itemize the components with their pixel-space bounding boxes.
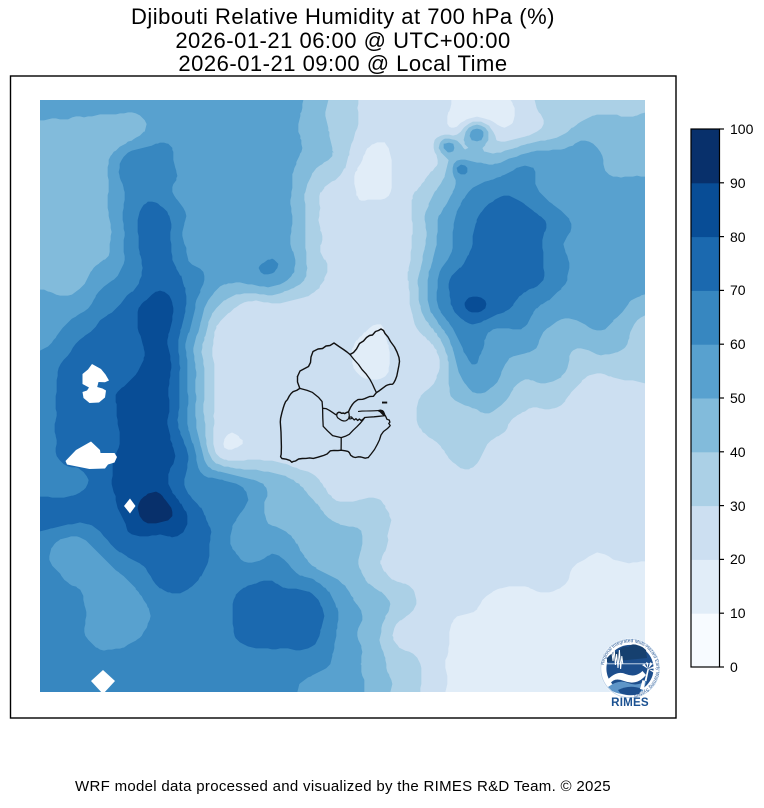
svg-text:RIMES: RIMES [611, 696, 649, 709]
